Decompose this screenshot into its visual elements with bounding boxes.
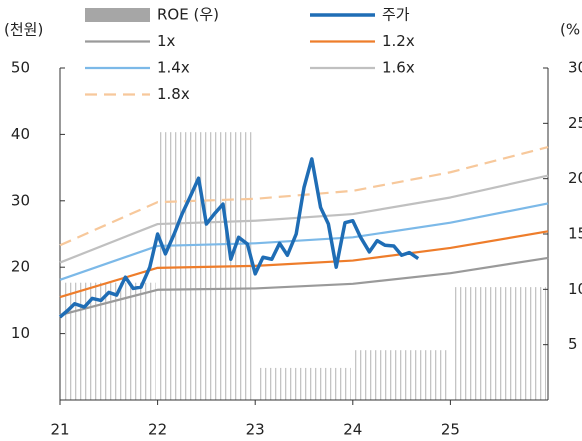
y2-tick-label: 30 bbox=[568, 59, 582, 77]
price-line bbox=[58, 157, 420, 319]
y2-axis-label: (% bbox=[560, 21, 580, 39]
y-tick-label: 30 bbox=[11, 191, 30, 209]
legend-label: ROE (우) bbox=[157, 6, 219, 24]
x-tick-label: 21 bbox=[50, 421, 69, 439]
y2-tick-label: 5 bbox=[568, 335, 578, 353]
band-line bbox=[59, 174, 549, 264]
y2-tick-label: 10 bbox=[568, 280, 582, 298]
legend-label: 1.2x bbox=[382, 32, 415, 50]
roe-bar bbox=[354, 350, 449, 400]
y2-tick-label: 25 bbox=[568, 114, 582, 132]
legend-label: 1.8x bbox=[157, 85, 190, 103]
y-tick-label: 40 bbox=[11, 125, 30, 143]
x-tick-label: 23 bbox=[246, 421, 265, 439]
roe-bar bbox=[62, 282, 156, 400]
y-tick-label: 50 bbox=[11, 59, 30, 77]
roe-bar bbox=[257, 367, 351, 400]
y2-tick-label: 20 bbox=[568, 169, 582, 187]
roe-bar bbox=[452, 287, 546, 400]
band-line bbox=[59, 230, 549, 299]
legend-swatch bbox=[85, 8, 150, 22]
band-line bbox=[59, 256, 549, 317]
legend-label: 1x bbox=[157, 32, 176, 50]
x-tick-label: 22 bbox=[148, 421, 167, 439]
legend-label: 주가 bbox=[382, 6, 410, 24]
x-tick-label: 24 bbox=[343, 421, 362, 439]
band-line bbox=[59, 202, 549, 281]
legend-label: 1.6x bbox=[382, 59, 415, 77]
y-tick-label: 20 bbox=[11, 258, 30, 276]
y-axis-label: (천원) bbox=[4, 21, 43, 39]
legend-label: 1.4x bbox=[157, 59, 190, 77]
y2-tick-label: 15 bbox=[568, 225, 582, 243]
y-tick-label: 10 bbox=[11, 324, 30, 342]
x-tick-label: 25 bbox=[441, 421, 460, 439]
